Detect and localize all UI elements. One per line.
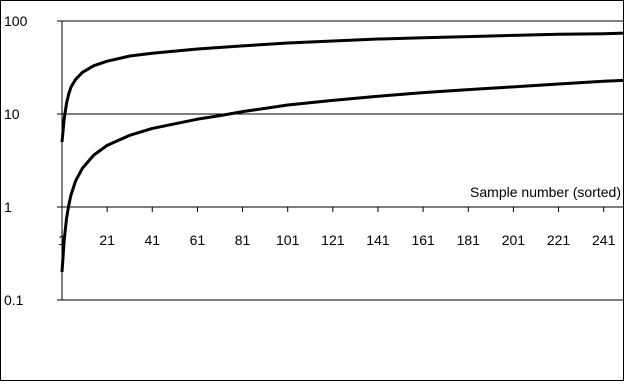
x-tick-label: 201: [502, 232, 526, 248]
x-tick-label: 101: [276, 232, 300, 248]
x-axis-title: Sample number (sorted): [470, 184, 621, 200]
x-tick-label: 1: [58, 232, 66, 248]
y-tick-label: 0.1: [4, 292, 24, 308]
x-tick-label: 121: [321, 232, 345, 248]
series-lines: [60, 31, 624, 273]
x-tick-label: 241: [592, 232, 616, 248]
series-line-1: [60, 31, 624, 143]
x-tick-label: 41: [144, 232, 160, 248]
series-line-2: [60, 78, 624, 273]
x-tick-label: 161: [411, 232, 435, 248]
x-tick-label: 181: [457, 232, 481, 248]
x-tick-label: 221: [547, 232, 571, 248]
x-tick-label: 61: [190, 232, 206, 248]
x-tick-label: 141: [366, 232, 390, 248]
y-tick-label: 1: [4, 199, 12, 215]
x-tick-label: 21: [99, 232, 115, 248]
x-tick-label: 81: [235, 232, 251, 248]
y-tick-label: 10: [4, 106, 20, 122]
y-tick-label: 100: [4, 13, 28, 29]
